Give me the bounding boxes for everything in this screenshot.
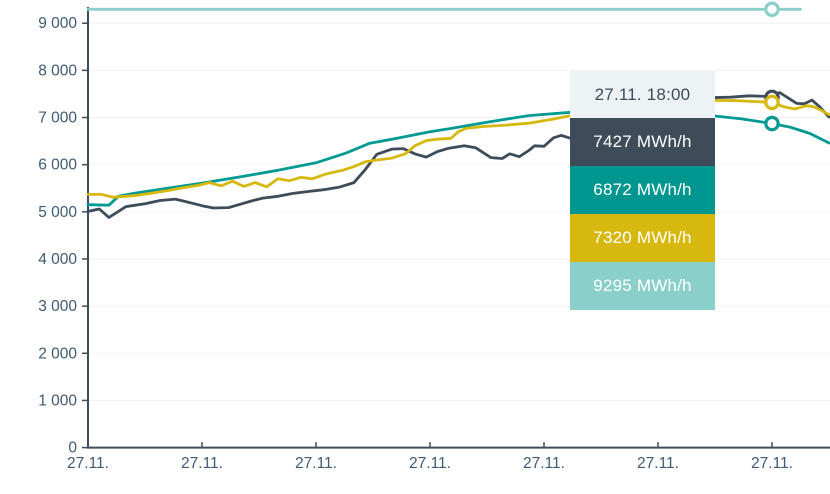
dark-slate-series-line bbox=[86, 91, 830, 219]
x-tick-label: 27.11. bbox=[751, 455, 793, 472]
tooltip-row-yellow: 7320 MWh/h bbox=[570, 214, 715, 262]
y-tick-label: 4 000 bbox=[38, 251, 77, 268]
teal-series-hover-marker bbox=[764, 115, 780, 132]
yellow-series-line bbox=[86, 99, 830, 199]
y-tick-label: 8 000 bbox=[38, 62, 77, 79]
y-tick-label: 7 000 bbox=[38, 110, 77, 127]
tooltip-row-dark-slate: 7427 MWh/h bbox=[570, 118, 715, 166]
tooltip-row-light-teal: 9295 MWh/h bbox=[570, 262, 715, 310]
x-tick-label: 27.11. bbox=[181, 455, 223, 472]
chart-tooltip: 27.11. 18:00 7427 MWh/h 6872 MWh/h 7320 … bbox=[570, 71, 715, 310]
x-tick-label: 27.11. bbox=[637, 455, 679, 472]
x-tick-label: 27.11. bbox=[523, 455, 565, 472]
y-tick-label: 9 000 bbox=[38, 15, 77, 32]
y-tick-label: 1 000 bbox=[38, 392, 77, 409]
y-tick-label: 0 bbox=[68, 440, 77, 457]
tooltip-row-teal: 6872 MWh/h bbox=[570, 166, 715, 214]
light-teal-series-hover-marker bbox=[764, 1, 780, 18]
x-tick-label: 27.11. bbox=[295, 455, 337, 472]
x-tick-label: 27.11. bbox=[409, 455, 451, 472]
y-tick-label: 3 000 bbox=[38, 298, 77, 315]
tooltip-timestamp: 27.11. 18:00 bbox=[570, 71, 715, 118]
yellow-series-hover-marker bbox=[764, 94, 780, 111]
y-tick-label: 6 000 bbox=[38, 157, 77, 174]
y-tick-label: 2 000 bbox=[38, 345, 77, 362]
teal-series-line bbox=[86, 109, 830, 207]
x-tick-label: 27.11. bbox=[67, 455, 109, 472]
y-tick-label: 5 000 bbox=[38, 204, 77, 221]
